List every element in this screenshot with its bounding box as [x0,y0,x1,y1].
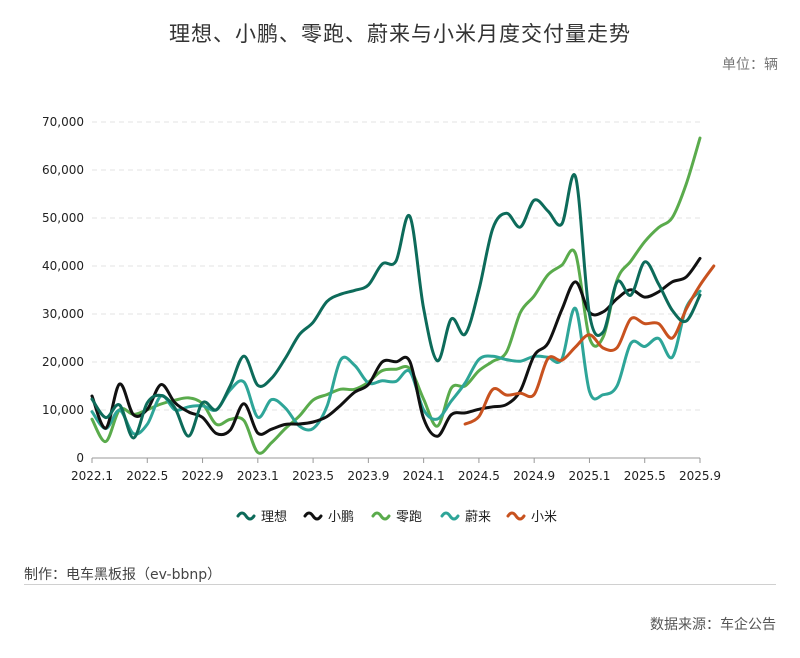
y-axis-ticks: 0 10,000 20,000 30,000 40,000 50,000 60,000 70,… [42,115,84,465]
series-line-4 [463,264,716,426]
x-tick-label: 2024.1 [403,469,445,483]
legend-swatch [236,511,256,521]
x-axis-ticks: 2022.1 2022.5 2022.9 2023.1 2023.5 2023.9 2024… [71,458,721,483]
footer-divider [24,584,776,585]
y-tick-label: 10,000 [42,403,84,417]
y-tick-label: 30,000 [42,307,84,321]
y-tick-label: 50,000 [42,211,84,225]
y-tick-label: 20,000 [42,355,84,369]
legend-label: 小鹏 [328,510,354,525]
series-line-3 [90,289,702,436]
legend-label: 蔚来 [465,510,491,525]
x-tick-label: 2022.9 [182,469,224,483]
x-tick-label: 2023.5 [292,469,334,483]
line-chart: 0 10,000 20,000 30,000 40,000 50,000 60,000 70,… [42,115,721,525]
chart-title: 理想、小鹏、零跑、蔚来与小米月度交付量走势 [169,22,631,46]
series-lines [90,136,716,455]
credit-text: 制作：电车黑板报（ev-bbnp） [24,567,222,583]
y-tick-label: 60,000 [42,163,84,177]
unit-label: 单位：辆 [722,57,778,73]
legend-label: 零跑 [396,510,422,525]
legend-swatch [303,511,323,521]
x-tick-label: 2022.5 [126,469,168,483]
legend: 理想 小鹏 零跑 蔚来 小米 [236,509,557,525]
x-tick-label: 2023.9 [347,469,389,483]
y-tick-label: 70,000 [42,115,84,129]
legend-label: 小米 [531,510,557,525]
x-tick-label: 2025.9 [679,469,721,483]
x-tick-label: 2024.9 [513,469,555,483]
x-tick-label: 2023.1 [237,469,279,483]
x-tick-label: 2025.1 [568,469,610,483]
x-tick-label: 2022.1 [71,469,113,483]
legend-label: 理想 [261,509,287,525]
x-tick-label: 2025.5 [624,469,666,483]
source-text: 数据来源：车企公告 [650,617,776,633]
series-line-2 [90,136,702,455]
legend-swatch [440,511,460,521]
x-tick-label: 2024.5 [458,469,500,483]
y-tick-label: 0 [76,451,84,465]
y-tick-label: 40,000 [42,259,84,273]
legend-swatch [371,511,391,521]
series-line-0 [90,173,702,440]
series-line-1 [90,256,702,438]
legend-swatch [506,511,526,521]
